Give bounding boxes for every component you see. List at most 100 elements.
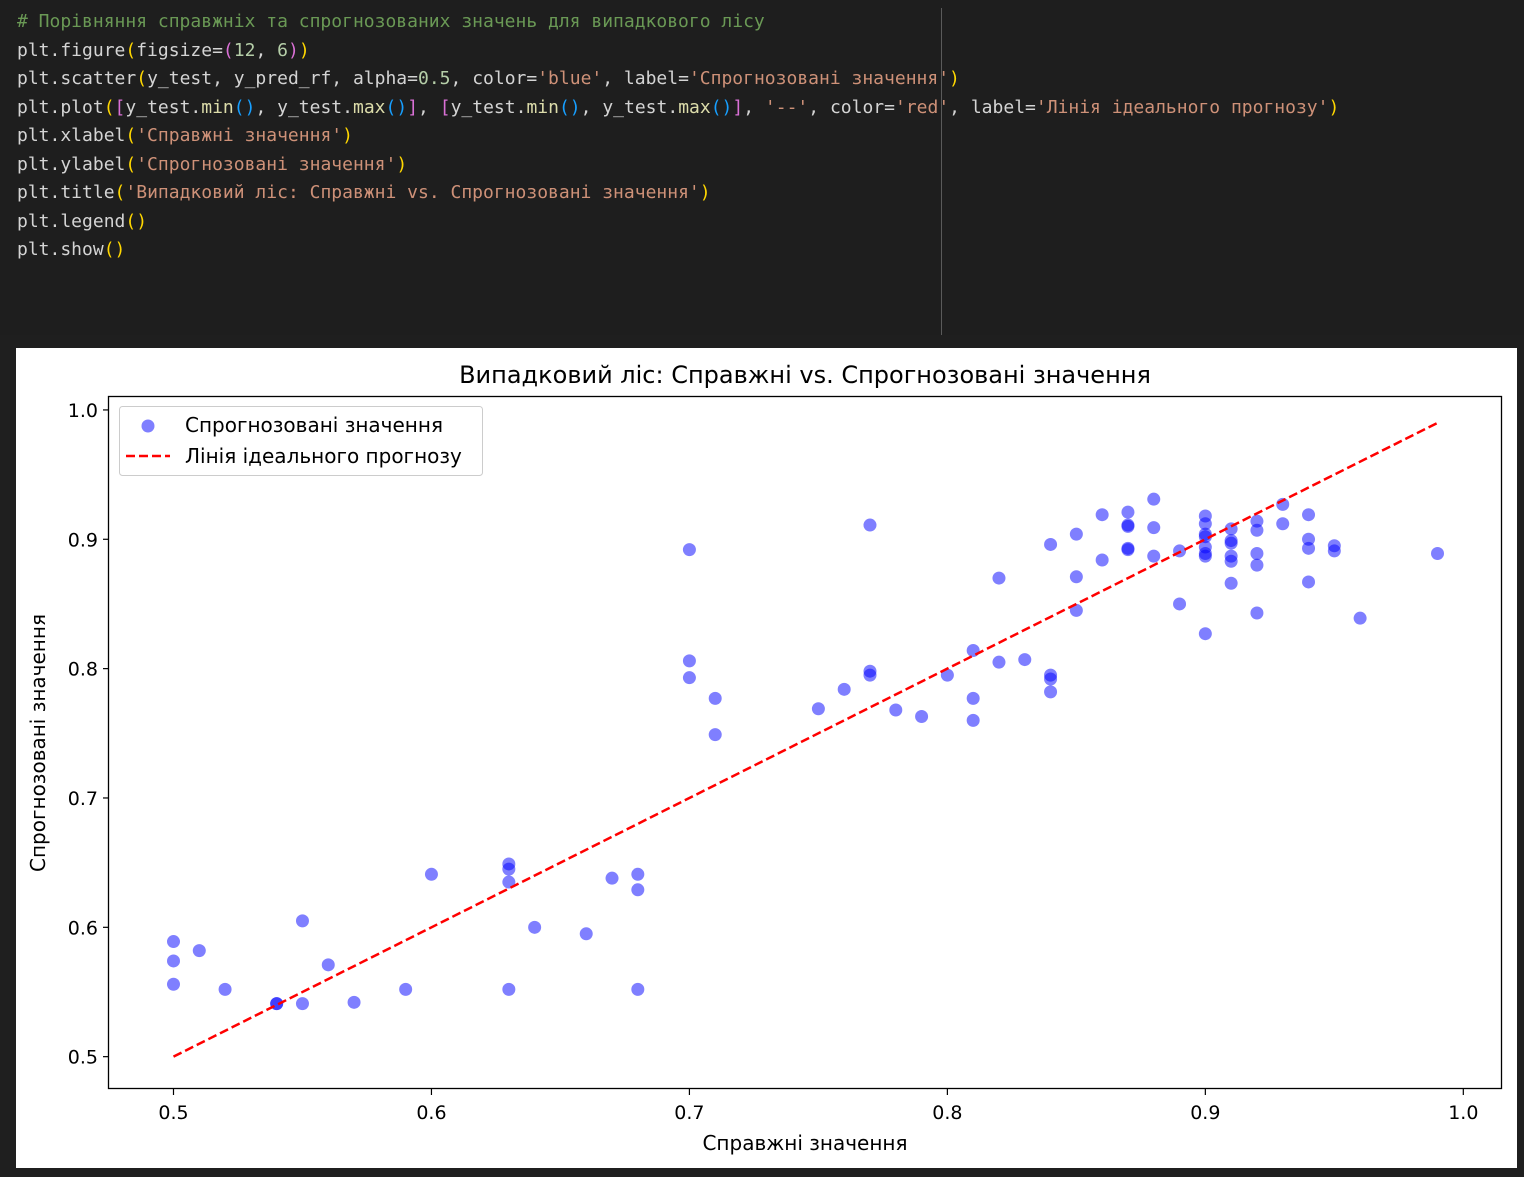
y-tick-label: 0.9	[68, 529, 98, 551]
code-token: plt.legend	[17, 211, 125, 232]
code-token: y_test.	[125, 97, 201, 118]
code-token: )	[700, 182, 711, 203]
code-token: min	[201, 97, 234, 118]
code-line[interactable]: plt.show()	[17, 236, 1339, 265]
scatter-point	[502, 863, 515, 876]
scatter-point	[1121, 520, 1134, 533]
code-token: plt.xlabel	[17, 125, 125, 146]
code-token: [	[440, 97, 451, 118]
code-token: ]	[732, 97, 743, 118]
code-line[interactable]: plt.xlabel('Справжні значення')	[17, 122, 1339, 151]
scatter-point	[502, 983, 515, 996]
y-tick-label: 0.8	[68, 659, 98, 681]
x-tick-label: 0.5	[158, 1102, 188, 1124]
code-token: 0.5	[418, 68, 451, 89]
x-tick-label: 0.6	[416, 1102, 446, 1124]
scatter-point	[1070, 528, 1083, 541]
code-token: , color=	[451, 68, 538, 89]
scatter-chart: Випадковий ліс: Справжні vs. Спрогнозова…	[16, 348, 1517, 1168]
scatter-point	[683, 654, 696, 667]
scatter-point	[631, 868, 644, 881]
scatter-point	[528, 921, 541, 934]
scatter-point	[1302, 542, 1315, 555]
code-token: 'Спрогнозовані значення'	[689, 68, 949, 89]
code-token: , label=	[949, 97, 1036, 118]
column-ruler	[941, 8, 942, 335]
code-token: y_test.	[451, 97, 527, 118]
ideal-prediction-line	[173, 423, 1437, 1057]
scatter-point	[399, 983, 412, 996]
legend-scatter-marker	[142, 420, 155, 433]
code-token: )	[1328, 97, 1339, 118]
y-tick-label: 0.7	[68, 788, 98, 810]
scatter-point	[167, 978, 180, 991]
scatter-point	[1199, 627, 1212, 640]
scatter-point	[683, 671, 696, 684]
scatter-point	[1044, 685, 1057, 698]
code-token: , color=	[808, 97, 895, 118]
code-line[interactable]: plt.scatter(y_test, y_pred_rf, alpha=0.5…	[17, 65, 1339, 94]
code-token: min	[526, 97, 559, 118]
scatter-point	[1044, 672, 1057, 685]
scatter-point	[1199, 550, 1212, 563]
scatter-point	[992, 572, 1005, 585]
y-tick-label: 0.5	[68, 1047, 98, 1069]
scatter-point	[1018, 653, 1031, 666]
code-token: y_test, y_pred_rf, alpha=	[147, 68, 418, 89]
code-line[interactable]: plt.plot([y_test.min(), y_test.max()], […	[17, 94, 1339, 123]
scatter-point	[709, 692, 722, 705]
x-axis-label: Справжні значення	[702, 1131, 907, 1155]
scatter-point	[1096, 553, 1109, 566]
code-token: (	[125, 125, 136, 146]
x-tick-label: 0.7	[674, 1102, 704, 1124]
scatter-point	[348, 996, 361, 1009]
code-token: 'Справжні значення'	[136, 125, 342, 146]
scatter-point	[889, 704, 902, 717]
scatter-point	[1147, 521, 1160, 534]
code-token: )	[288, 40, 299, 61]
code-token: ()	[386, 97, 408, 118]
scatter-point	[863, 669, 876, 682]
scatter-point	[296, 997, 309, 1010]
x-tick-label: 0.9	[1190, 1102, 1220, 1124]
code-token: 12	[234, 40, 256, 61]
code-line[interactable]: plt.title('Випадковий ліс: Справжні vs. …	[17, 179, 1339, 208]
legend-line-label: Лінія ідеального прогнозу	[185, 444, 462, 468]
scatter-point	[1431, 547, 1444, 560]
code-token: ]	[407, 97, 418, 118]
scatter-point	[425, 868, 438, 881]
code-line[interactable]: # Порівняння справжніх та спрогнозованих…	[17, 8, 1339, 37]
scatter-point	[296, 914, 309, 927]
scatter-point	[1044, 538, 1057, 551]
code-token: (	[136, 68, 147, 89]
scatter-point	[322, 958, 335, 971]
scatter-point	[1225, 537, 1238, 550]
code-token: 'blue'	[537, 68, 602, 89]
code-token: (	[125, 40, 136, 61]
code-token: ()	[104, 239, 126, 260]
code-token: plt.plot	[17, 97, 104, 118]
scatter-point	[683, 543, 696, 556]
code-cell[interactable]: # Порівняння справжніх та спрогнозованих…	[0, 0, 1524, 335]
scatter-point	[992, 656, 1005, 669]
code-token: figsize=	[136, 40, 223, 61]
code-token: ,	[418, 97, 440, 118]
scatter-point	[1225, 577, 1238, 590]
scatter-point	[631, 883, 644, 896]
y-axis-label: Спрогнозовані значення	[26, 614, 50, 872]
scatter-point	[1121, 543, 1134, 556]
code-line[interactable]: plt.legend()	[17, 208, 1339, 237]
code-token: )	[342, 125, 353, 146]
scatter-point	[167, 935, 180, 948]
code-line[interactable]: plt.figure(figsize=(12, 6))	[17, 37, 1339, 66]
code-token: (	[115, 182, 126, 203]
code-token: (	[104, 97, 115, 118]
code-line[interactable]: plt.ylabel('Спрогнозовані значення')	[17, 151, 1339, 180]
code-token: ()	[559, 97, 581, 118]
scatter-point	[967, 644, 980, 657]
code-token: [	[115, 97, 126, 118]
code-editor[interactable]: # Порівняння справжніх та спрогнозованих…	[17, 8, 1339, 265]
scatter-point	[606, 872, 619, 885]
legend-scatter-label: Спрогнозовані значення	[185, 413, 443, 437]
scatter-point	[167, 954, 180, 967]
